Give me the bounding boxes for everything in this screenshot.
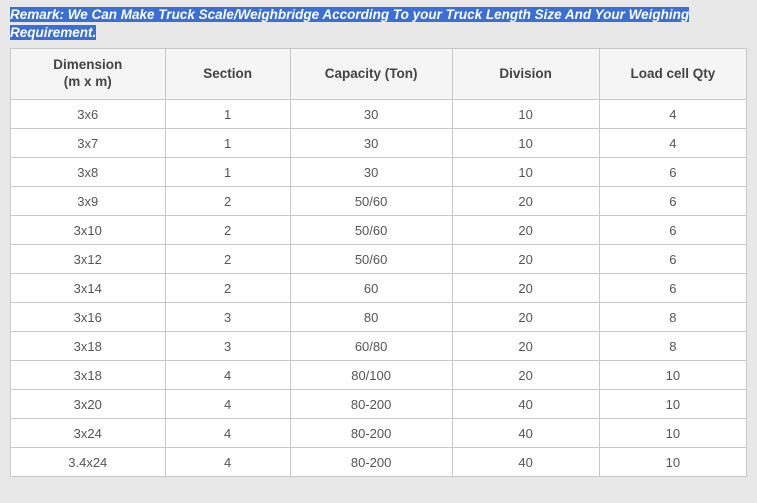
col-header-3: Division	[452, 49, 599, 100]
col-header-text: Division	[499, 66, 552, 81]
table-cell: 4	[599, 129, 746, 158]
table-cell: 2	[165, 187, 290, 216]
remark-container: Remark: We Can Make Truck Scale/Weighbri…	[10, 6, 747, 42]
table-cell: 10	[599, 448, 746, 477]
table-cell: 10	[452, 158, 599, 187]
col-header-text: Capacity (Ton)	[325, 66, 418, 81]
table-cell: 6	[599, 187, 746, 216]
table-row: 3x18480/1002010	[11, 361, 747, 390]
table-cell: 20	[452, 245, 599, 274]
table-row: 3x16380208	[11, 303, 747, 332]
table-cell: 50/60	[290, 187, 452, 216]
table-cell: 4	[165, 419, 290, 448]
table-cell: 30	[290, 129, 452, 158]
table-cell: 3x8	[11, 158, 166, 187]
table-cell: 4	[165, 390, 290, 419]
col-header-1: Section	[165, 49, 290, 100]
table-row: 3x10250/60206	[11, 216, 747, 245]
table-cell: 3x7	[11, 129, 166, 158]
table-row: 3x12250/60206	[11, 245, 747, 274]
table-cell: 4	[599, 100, 746, 129]
remark-text: Remark: We Can Make Truck Scale/Weighbri…	[10, 7, 689, 40]
table-row: 3x8130106	[11, 158, 747, 187]
table-cell: 10	[599, 390, 746, 419]
col-header-text: (m x m)	[64, 74, 112, 89]
table-header-row: Dimension (m x m) Section Capacity (Ton) Div…	[11, 49, 747, 100]
table-cell: 6	[599, 274, 746, 303]
table-cell: 3x20	[11, 390, 166, 419]
table-cell: 60	[290, 274, 452, 303]
table-cell: 80-200	[290, 419, 452, 448]
table-cell: 8	[599, 303, 746, 332]
table-cell: 80-200	[290, 390, 452, 419]
table-row: 3x7130104	[11, 129, 747, 158]
table-cell: 4	[165, 448, 290, 477]
table-cell: 2	[165, 216, 290, 245]
table-cell: 10	[452, 100, 599, 129]
table-cell: 20	[452, 303, 599, 332]
table-cell: 40	[452, 390, 599, 419]
table-cell: 3x18	[11, 361, 166, 390]
table-cell: 2	[165, 274, 290, 303]
table-cell: 1	[165, 100, 290, 129]
table-cell: 50/60	[290, 245, 452, 274]
table-row: 3x20480-2004010	[11, 390, 747, 419]
table-row: 3x18360/80208	[11, 332, 747, 361]
table-cell: 50/60	[290, 216, 452, 245]
table-cell: 6	[599, 158, 746, 187]
table-cell: 3x12	[11, 245, 166, 274]
table-cell: 1	[165, 158, 290, 187]
table-cell: 3x6	[11, 100, 166, 129]
table-body: 3x61301043x71301043x81301063x9250/602063…	[11, 100, 747, 477]
table-cell: 3.4x24	[11, 448, 166, 477]
table-row: 3x6130104	[11, 100, 747, 129]
table-cell: 30	[290, 158, 452, 187]
table-cell: 10	[452, 129, 599, 158]
table-cell: 2	[165, 245, 290, 274]
table-cell: 3	[165, 332, 290, 361]
table-cell: 10	[599, 419, 746, 448]
col-header-text: Load cell Qty	[630, 66, 715, 81]
table-cell: 3x10	[11, 216, 166, 245]
table-row: 3x24480-2004010	[11, 419, 747, 448]
table-cell: 80-200	[290, 448, 452, 477]
col-header-4: Load cell Qty	[599, 49, 746, 100]
table-cell: 20	[452, 361, 599, 390]
table-cell: 80	[290, 303, 452, 332]
table-cell: 3x16	[11, 303, 166, 332]
table-cell: 3	[165, 303, 290, 332]
table-head: Dimension (m x m) Section Capacity (Ton) Div…	[11, 49, 747, 100]
table-row: 3x14260206	[11, 274, 747, 303]
table-cell: 3x18	[11, 332, 166, 361]
table-row: 3.4x24480-2004010	[11, 448, 747, 477]
table-cell: 40	[452, 448, 599, 477]
col-header-0: Dimension (m x m)	[11, 49, 166, 100]
table-cell: 6	[599, 245, 746, 274]
table-cell: 10	[599, 361, 746, 390]
table-cell: 80/100	[290, 361, 452, 390]
table-cell: 3x9	[11, 187, 166, 216]
table-cell: 60/80	[290, 332, 452, 361]
table-cell: 3x24	[11, 419, 166, 448]
col-header-text: Section	[203, 66, 252, 81]
table-cell: 30	[290, 100, 452, 129]
table-cell: 3x14	[11, 274, 166, 303]
table-cell: 20	[452, 332, 599, 361]
col-header-2: Capacity (Ton)	[290, 49, 452, 100]
table-cell: 20	[452, 274, 599, 303]
table-row: 3x9250/60206	[11, 187, 747, 216]
table-cell: 40	[452, 419, 599, 448]
col-header-text: Dimension	[53, 57, 122, 72]
table-cell: 20	[452, 187, 599, 216]
table-cell: 8	[599, 332, 746, 361]
table-cell: 4	[165, 361, 290, 390]
table-cell: 1	[165, 129, 290, 158]
table-cell: 6	[599, 216, 746, 245]
table-cell: 20	[452, 216, 599, 245]
spec-table: Dimension (m x m) Section Capacity (Ton) Div…	[10, 48, 747, 477]
